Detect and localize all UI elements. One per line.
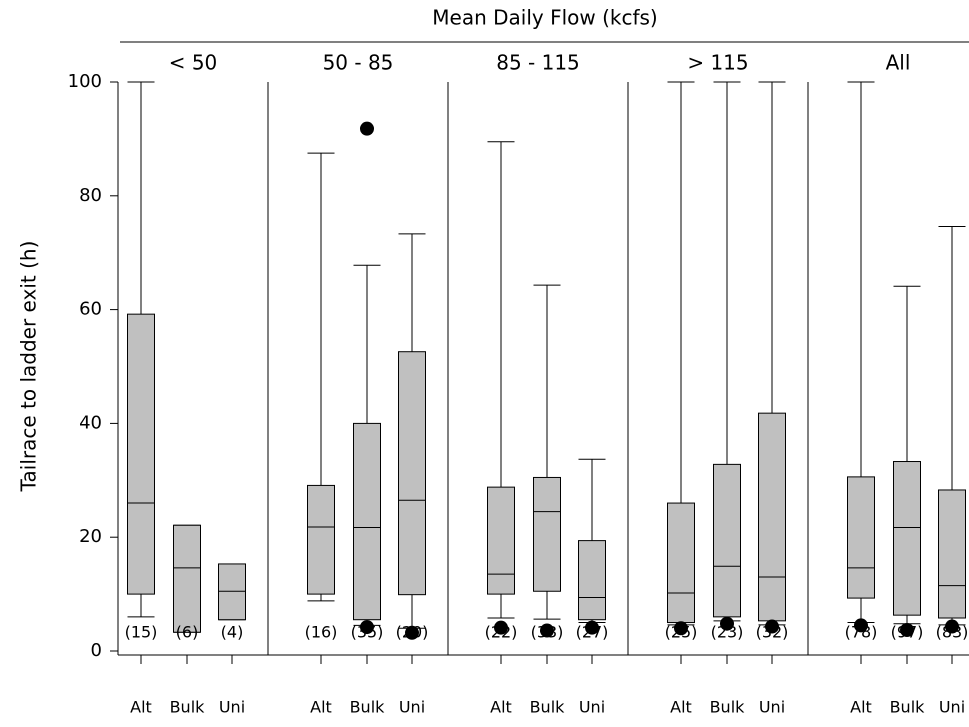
panel-label: 50 - 85 [323, 51, 394, 75]
outlier [540, 623, 554, 638]
count-label: (83) [936, 623, 969, 642]
outlier [854, 618, 868, 633]
count-label: (20) [396, 623, 429, 642]
outlier [360, 121, 374, 136]
box [398, 351, 426, 596]
panel-label: All [886, 51, 911, 75]
count-label: (16) [305, 623, 338, 642]
outlier [405, 625, 419, 640]
x-tick-label: Uni [759, 698, 785, 717]
box [127, 313, 155, 595]
x-tick-label: Bulk [890, 698, 926, 717]
x-tick-label: Uni [219, 698, 245, 717]
outlier [585, 620, 599, 635]
box [893, 461, 921, 616]
count-label: (35) [351, 623, 384, 642]
x-tick-label: Uni [399, 698, 425, 717]
outlier [494, 620, 508, 635]
box [218, 563, 246, 621]
count-label: (27) [576, 623, 609, 642]
box [713, 463, 741, 618]
box [578, 540, 606, 621]
outlier [945, 619, 959, 634]
x-tick-label: Alt [850, 698, 872, 717]
y-tick-label: 0 [91, 640, 102, 661]
y-tick-label: 100 [68, 71, 102, 92]
outlier [765, 619, 779, 634]
count-label: (33) [531, 623, 564, 642]
count-label: (78) [845, 623, 878, 642]
box [173, 524, 201, 633]
x-tick-label: Bulk [170, 698, 206, 717]
panel-label: 85 - 115 [496, 51, 580, 75]
count-label: (25) [665, 623, 698, 642]
y-tick-label: 40 [79, 412, 102, 433]
panel-label: > 115 [687, 51, 748, 75]
count-label: (15) [125, 623, 158, 642]
box [353, 422, 381, 621]
x-tick-label: Bulk [530, 698, 566, 717]
x-tick-label: Alt [670, 698, 692, 717]
box [938, 489, 966, 619]
count-label: (6) [176, 623, 199, 642]
count-label: (97) [891, 623, 924, 642]
x-tick-label: Alt [490, 698, 512, 717]
x-tick-label: Alt [130, 698, 152, 717]
box [533, 476, 561, 592]
y-tick-label: 20 [79, 526, 102, 547]
x-tick-label: Uni [939, 698, 965, 717]
count-label: (4) [221, 623, 244, 642]
panel-label: < 50 [169, 51, 218, 75]
chart-title: Mean Daily Flow (kcfs) [432, 6, 657, 30]
x-tick-label: Uni [579, 698, 605, 717]
x-tick-label: Bulk [350, 698, 386, 717]
box [667, 502, 695, 624]
outlier [720, 616, 734, 631]
outlier [360, 620, 374, 635]
box [487, 486, 515, 595]
outlier [674, 621, 688, 636]
y-axis-label: Tailrace to ladder exit (h) [17, 241, 41, 493]
x-tick-label: Bulk [710, 698, 746, 717]
y-tick-label: 60 [79, 299, 102, 320]
y-tick-label: 80 [79, 185, 102, 206]
box [758, 412, 786, 622]
box [307, 484, 335, 595]
count-label: (22) [485, 623, 518, 642]
box [847, 476, 875, 599]
count-label: (32) [756, 623, 789, 642]
x-tick-label: Alt [310, 698, 332, 717]
outlier [900, 622, 914, 637]
count-label: (23) [711, 623, 744, 642]
